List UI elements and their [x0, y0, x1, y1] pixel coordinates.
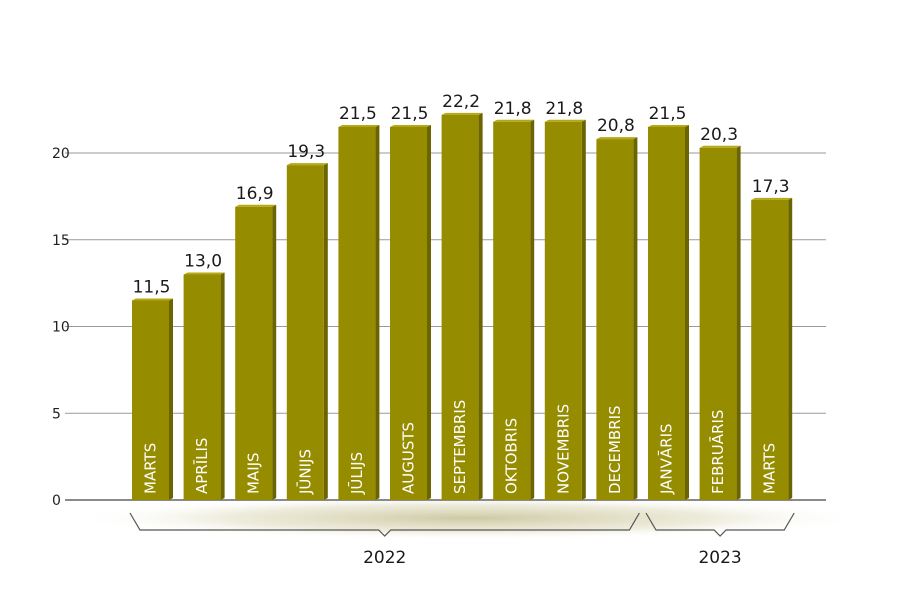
bar-side: [169, 298, 173, 500]
y-tick-label: 15: [52, 233, 70, 249]
data-label: 11,5: [133, 277, 171, 297]
group-label: 2023: [698, 548, 741, 568]
category-label: NOVEMBRIS: [554, 404, 572, 494]
bar-group: [596, 137, 638, 500]
bar-side: [685, 124, 689, 500]
y-tick-label: 10: [52, 320, 70, 336]
group-bracket: [645, 512, 795, 537]
bar-top: [390, 124, 431, 127]
bar-side: [581, 119, 586, 501]
data-label: 17,3: [752, 177, 790, 197]
bar-group: [235, 204, 277, 500]
bar-top: [441, 112, 483, 115]
data-label: 13,0: [184, 251, 222, 271]
data-label: 22,2: [442, 92, 480, 112]
category-label: JANVĀRIS: [658, 423, 676, 495]
bar-side: [788, 197, 793, 500]
bar-side: [736, 145, 741, 501]
category-label: MAIJS: [245, 452, 263, 494]
category-label: APRĪLIS: [193, 438, 211, 494]
category-label: SEPTEMBRIS: [451, 400, 469, 494]
bar: [751, 199, 789, 500]
data-label: 21,5: [391, 104, 429, 124]
data-label: 21,5: [339, 104, 377, 124]
group-bracket: [129, 512, 640, 537]
bar: [390, 126, 427, 500]
bar-top: [544, 119, 586, 122]
category-label: FEBRUĀRIS: [709, 410, 727, 494]
bar-top: [493, 119, 535, 122]
bar: [132, 300, 169, 500]
y-tick-label: 0: [52, 493, 61, 509]
bar-group: [338, 124, 380, 500]
bar: [286, 165, 324, 500]
bar-side: [478, 112, 483, 500]
bar: [648, 126, 685, 500]
bar-top: [132, 298, 173, 301]
bar-group: [390, 124, 431, 500]
bar-group: [286, 163, 328, 500]
bar-side: [633, 137, 638, 500]
bar-side: [220, 272, 225, 500]
bar: [544, 121, 582, 501]
bar-top: [183, 272, 225, 275]
bar: [699, 147, 737, 501]
bar-top: [751, 197, 793, 200]
category-label: AUGUSTS: [400, 422, 418, 494]
data-label: 19,3: [287, 142, 325, 162]
category-label: JŪLIJS: [347, 452, 366, 495]
bar-side: [323, 163, 328, 500]
floor-shadow: [70, 496, 870, 540]
bar: [596, 139, 634, 500]
bar-group: [132, 298, 173, 500]
bar: [338, 126, 376, 500]
bar-top: [286, 163, 328, 166]
bar: [493, 121, 531, 501]
bar-side: [272, 204, 277, 500]
bar-top: [699, 145, 741, 148]
bar-top: [596, 137, 638, 140]
bar: [183, 274, 221, 500]
bar-group: [648, 124, 689, 500]
data-label: 21,8: [494, 99, 532, 119]
category-label: MARTS: [761, 443, 779, 494]
y-tick-label: 5: [52, 406, 61, 422]
data-label: 20,3: [700, 125, 738, 145]
bar-group: [441, 112, 483, 500]
category-label: JŪNIJS: [295, 449, 314, 495]
y-tick-label: 20: [52, 146, 70, 162]
bar-group: [751, 197, 793, 500]
bar-group: [183, 272, 225, 500]
bar: [235, 206, 273, 500]
bar: [441, 114, 479, 500]
data-label: 21,5: [649, 104, 687, 124]
bar-group: [699, 145, 741, 501]
group-label: 2022: [363, 548, 406, 568]
bar-side: [375, 124, 380, 500]
data-label: 20,8: [597, 116, 635, 136]
category-label: DECEMBRIS: [606, 405, 624, 494]
bar-side: [427, 124, 431, 500]
data-label: 16,9: [236, 184, 274, 204]
bar-group: [493, 119, 535, 501]
category-label: OKTOBRIS: [503, 418, 521, 494]
category-label: MARTS: [142, 443, 160, 494]
bar-top: [648, 124, 689, 127]
bar-top: [235, 204, 277, 207]
bar-top: [338, 124, 380, 127]
bar-group: [544, 119, 586, 501]
data-label: 21,8: [545, 99, 583, 119]
bar-side: [530, 119, 535, 501]
